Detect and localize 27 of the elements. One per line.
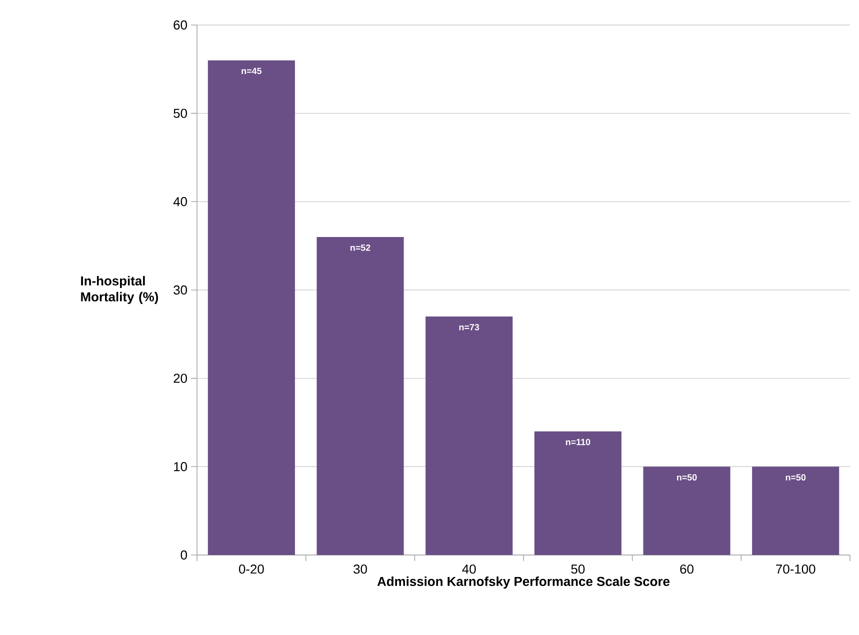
bar: [752, 466, 840, 555]
annotation: n=110: [566, 438, 590, 446]
y-tick-label: 10: [174, 462, 187, 472]
y-axis-title: In-hospital Mortality (%): [81, 276, 158, 304]
bar: [316, 236, 404, 555]
x-tick-label: 50: [571, 564, 585, 574]
bar: [426, 316, 513, 555]
x-tick-label: 40: [462, 564, 476, 574]
x-tick-label: 30: [354, 564, 367, 574]
annotation: n=73: [459, 324, 480, 330]
y-tick-label: 0: [180, 550, 187, 560]
x-tick-label: 0-20: [238, 564, 264, 574]
x-tick-label: 60: [680, 564, 694, 574]
annotation: n=45: [242, 68, 262, 74]
x-axis-title: Admission Karnofsky Performance Scale Score: [377, 576, 670, 589]
y-tick-label: 30: [174, 285, 187, 295]
bar: [208, 60, 295, 555]
y-tick-label: 20: [174, 374, 187, 383]
annotation: n=50: [677, 474, 697, 481]
y-tick-label: 50: [174, 108, 187, 118]
annotation: n=52: [350, 244, 370, 251]
annotation: n=50: [786, 474, 806, 481]
y-tick-label: 60: [174, 20, 187, 30]
bar: [643, 466, 730, 555]
y-tick-label: 40: [173, 197, 187, 206]
x-tick-label: 70-100: [776, 564, 816, 574]
bar: [534, 431, 622, 555]
